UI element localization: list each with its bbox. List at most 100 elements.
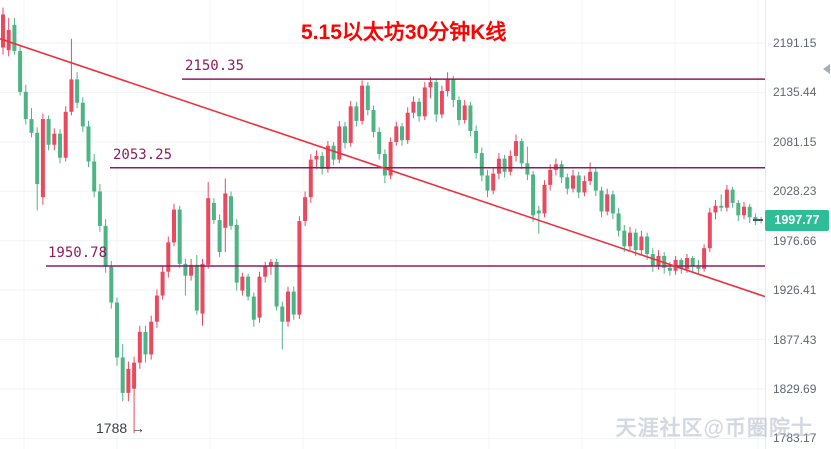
candle-body [650, 254, 655, 266]
candle-body [194, 264, 199, 311]
candle-body [115, 302, 119, 358]
candle-body [234, 224, 239, 283]
candle-body [474, 130, 479, 154]
candle-body [286, 291, 290, 322]
candle-body [177, 209, 182, 264]
candle-body [183, 263, 188, 276]
candle-body [86, 126, 91, 162]
candle-body [405, 112, 410, 141]
candle-body [274, 261, 279, 307]
candle-body [40, 119, 45, 198]
candle-body [588, 171, 593, 182]
candle-body [428, 82, 433, 88]
candle-body [639, 236, 644, 251]
candle-body [280, 306, 285, 322]
candle-body [468, 105, 473, 131]
candle-body [109, 266, 114, 303]
candle-body [451, 78, 456, 101]
candle-body [536, 210, 541, 214]
candle-body [667, 267, 672, 271]
candle-body [496, 158, 501, 174]
candle-body [337, 126, 342, 160]
candle-body [52, 133, 57, 145]
candle-body [685, 257, 689, 269]
candle-body [217, 220, 222, 253]
candle-body [605, 194, 610, 212]
candle-body [92, 161, 97, 192]
candle-body [69, 79, 74, 112]
candle-body [263, 265, 268, 277]
candle-body [610, 194, 615, 214]
candle-body [400, 126, 404, 141]
y-axis-label: 1783.17 [773, 431, 817, 446]
candle-body [422, 87, 427, 117]
axis-collapse-arrow-icon[interactable] [823, 64, 830, 74]
candle-body [246, 276, 251, 297]
candle-body [303, 197, 308, 222]
candle-body [223, 193, 228, 228]
candle-body [702, 248, 707, 269]
candle-body [103, 225, 108, 267]
candle-body [542, 184, 547, 214]
candle-body [576, 175, 581, 193]
candle-body [736, 202, 741, 216]
candle-body [707, 212, 712, 249]
candle-body [479, 153, 484, 176]
candle-body [434, 82, 439, 115]
candle-body [360, 85, 365, 121]
candle-body [411, 101, 416, 113]
candle-body [753, 217, 758, 222]
resistance-level-label-2: 2053.25 [113, 146, 173, 163]
candle-body [633, 232, 638, 251]
candle-body [120, 357, 125, 393]
low-price-annotation: 1788 → [96, 420, 146, 436]
y-axis-label: 2081.15 [773, 134, 817, 149]
candle-body [679, 259, 684, 269]
candle-body [166, 242, 171, 272]
candle-body [343, 126, 347, 143]
candle-body [308, 159, 313, 198]
y-axis-label: 1877.43 [773, 332, 817, 347]
candle-body [206, 198, 211, 265]
current-price-tick [753, 219, 763, 222]
candle-body [571, 175, 575, 189]
candle-body [189, 264, 194, 276]
candle-body [75, 79, 80, 103]
candle-body [645, 236, 650, 255]
candle-body [35, 132, 40, 184]
candle-body [137, 331, 142, 363]
y-axis-label: 1926.41 [773, 283, 817, 298]
y-axis-label: 2135.44 [773, 85, 817, 100]
candle-body [724, 189, 729, 208]
candle-body [12, 24, 17, 52]
candle-body [268, 261, 273, 266]
candle-body [622, 230, 627, 247]
candle-body [713, 205, 718, 213]
candle-body [160, 271, 165, 296]
candle-body [508, 155, 513, 172]
candle-body [628, 232, 632, 247]
candle-body [514, 141, 518, 156]
trendline [0, 37, 765, 298]
candle-body [6, 30, 11, 51]
candle-body [719, 205, 724, 208]
y-axis-label: 1829.69 [773, 382, 817, 397]
current-price-badge: 1997.77 [765, 209, 829, 231]
candle-body [457, 100, 461, 120]
candle-body [593, 171, 598, 191]
candle-body [211, 202, 216, 221]
candle-body [690, 257, 695, 267]
candle-body [18, 51, 23, 92]
candle-body [394, 126, 399, 142]
price-axis[interactable]: 2191.15 2135.44 2081.15 2028.23 1976.66 1926.… [765, 0, 831, 449]
candlestick-chart[interactable] [0, 0, 765, 449]
candle-body [58, 133, 62, 158]
candle-body [696, 266, 701, 269]
candle-body [229, 196, 233, 226]
candle-body [46, 119, 51, 145]
candle-body [377, 131, 382, 155]
candle-body [388, 141, 393, 176]
candle-body [325, 145, 330, 169]
page-title: 5.15以太坊30分钟K线 [301, 21, 507, 44]
